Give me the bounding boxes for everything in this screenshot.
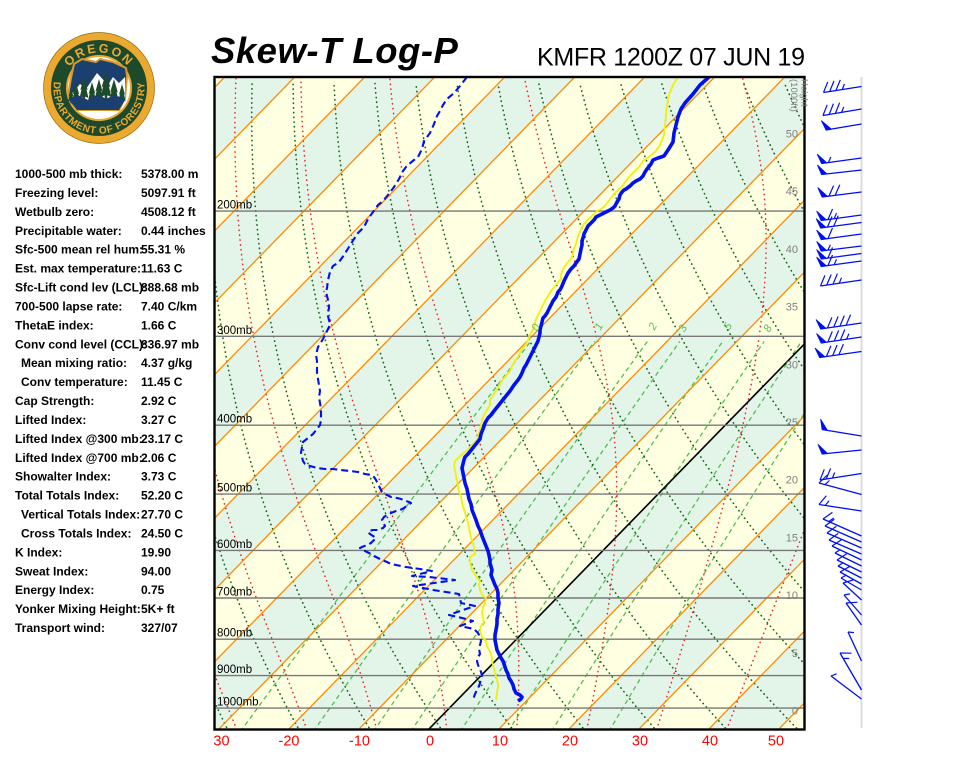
svg-text:5097.91 ft: 5097.91 ft xyxy=(141,186,196,200)
svg-text:327/07: 327/07 xyxy=(141,621,178,635)
svg-text:55.31 %: 55.31 % xyxy=(141,243,185,257)
svg-text:Lifted Index @300 mb:: Lifted Index @300 mb: xyxy=(15,432,143,446)
svg-text:Vertical Totals Index:: Vertical Totals Index: xyxy=(21,508,140,522)
svg-text:4.37 g/kg: 4.37 g/kg xyxy=(141,356,192,370)
svg-text:19.90: 19.90 xyxy=(141,545,171,559)
svg-text:-10: -10 xyxy=(349,734,370,750)
svg-text:Cross Totals Index:: Cross Totals Index: xyxy=(21,527,131,541)
svg-text:30: 30 xyxy=(213,734,229,750)
svg-text:3.73 C: 3.73 C xyxy=(141,470,177,484)
svg-text:0: 0 xyxy=(426,734,434,750)
svg-text:700-500 lapse rate:: 700-500 lapse rate: xyxy=(15,299,122,313)
svg-text:Lifted Index @700 mb:: Lifted Index @700 mb: xyxy=(15,451,143,465)
svg-text:94.00: 94.00 xyxy=(141,564,171,578)
svg-text:400mb: 400mb xyxy=(217,414,252,426)
svg-text:50: 50 xyxy=(768,734,784,750)
svg-text:-20: -20 xyxy=(279,734,300,750)
svg-text:Sfc-Lift cond lev (LCL):: Sfc-Lift cond lev (LCL): xyxy=(15,281,147,295)
svg-text:0.75: 0.75 xyxy=(141,583,165,597)
svg-text:7.40 C/km: 7.40 C/km xyxy=(141,299,197,313)
svg-text:20: 20 xyxy=(562,734,578,750)
svg-text:300mb: 300mb xyxy=(217,325,252,337)
svg-text:888.68 mb: 888.68 mb xyxy=(141,281,199,295)
svg-text:30: 30 xyxy=(786,359,798,371)
svg-text:5: 5 xyxy=(792,648,798,660)
svg-text:45: 45 xyxy=(786,186,798,198)
svg-text:900mb: 900mb xyxy=(217,664,252,676)
svg-text:24.50 C: 24.50 C xyxy=(141,527,183,541)
svg-text:27.70 C: 27.70 C xyxy=(141,508,183,522)
svg-text:ThetaE index:: ThetaE index: xyxy=(15,318,94,332)
svg-text:800mb: 800mb xyxy=(217,628,252,640)
svg-text:1: 1 xyxy=(593,321,606,332)
svg-text:Height: Height xyxy=(799,79,810,107)
svg-text:35: 35 xyxy=(786,302,798,314)
svg-text:2.92 C: 2.92 C xyxy=(141,394,177,408)
svg-text:52.20 C: 52.20 C xyxy=(141,489,183,503)
svg-text:11.63 C: 11.63 C xyxy=(141,262,183,276)
svg-text:0: 0 xyxy=(530,321,544,333)
svg-text:Conv cond level (CCL):: Conv cond level (CCL): xyxy=(15,337,147,351)
svg-text:Total Totals Index:: Total Totals Index: xyxy=(15,489,119,503)
svg-text:30: 30 xyxy=(632,734,648,750)
svg-text:Energy Index:: Energy Index: xyxy=(15,583,94,597)
svg-text:Precipitable water:: Precipitable water: xyxy=(15,224,122,238)
svg-text:Est. max temperature:: Est. max temperature: xyxy=(15,262,141,276)
svg-text:5378.00 m: 5378.00 m xyxy=(141,167,198,181)
svg-text:40: 40 xyxy=(786,244,798,256)
svg-text:600mb: 600mb xyxy=(217,539,252,551)
svg-text:10: 10 xyxy=(492,734,508,750)
svg-text:700mb: 700mb xyxy=(217,587,252,599)
svg-text:Yonker Mixing Height:: Yonker Mixing Height: xyxy=(15,602,141,616)
svg-text:0: 0 xyxy=(792,706,798,718)
svg-text:836.97 mb: 836.97 mb xyxy=(141,337,199,351)
svg-text:(1000ft): (1000ft) xyxy=(788,79,799,112)
svg-text:Skew-T Log-P: Skew-T Log-P xyxy=(211,30,458,71)
svg-text:Transport wind:: Transport wind: xyxy=(15,621,105,635)
svg-text:Sweat Index:: Sweat Index: xyxy=(15,564,88,578)
svg-text:40: 40 xyxy=(702,734,718,750)
svg-text:200mb: 200mb xyxy=(217,200,252,212)
svg-text:Mean mixing ratio:: Mean mixing ratio: xyxy=(21,356,127,370)
svg-text:3: 3 xyxy=(677,322,691,334)
svg-text:11.45 C: 11.45 C xyxy=(141,375,183,389)
svg-text:8: 8 xyxy=(762,322,776,334)
svg-text:2.06 C: 2.06 C xyxy=(141,451,177,465)
svg-text:0.44 inches: 0.44 inches xyxy=(141,224,206,238)
svg-text:Sfc-500 mean rel hum:: Sfc-500 mean rel hum: xyxy=(15,243,143,257)
svg-text:3.27 C: 3.27 C xyxy=(141,413,177,427)
svg-text:2: 2 xyxy=(646,321,660,333)
svg-text:10: 10 xyxy=(786,590,798,602)
svg-text:1.66 C: 1.66 C xyxy=(141,318,177,332)
svg-text:20: 20 xyxy=(786,475,798,487)
svg-text:KMFR 1200Z 07 JUN 19: KMFR 1200Z 07 JUN 19 xyxy=(537,44,805,72)
svg-text:K Index:: K Index: xyxy=(15,545,62,559)
svg-text:1000mb: 1000mb xyxy=(217,697,259,709)
svg-text:5K+ ft: 5K+ ft xyxy=(141,602,175,616)
svg-text:500mb: 500mb xyxy=(217,483,252,495)
svg-text:Conv temperature:: Conv temperature: xyxy=(21,375,128,389)
svg-text:Freezing level:: Freezing level: xyxy=(15,186,98,200)
svg-text:23.17 C: 23.17 C xyxy=(141,432,183,446)
svg-text:Wetbulb zero:: Wetbulb zero: xyxy=(15,205,94,219)
svg-text:25: 25 xyxy=(786,417,798,429)
svg-text:50: 50 xyxy=(786,129,798,141)
svg-text:5: 5 xyxy=(722,320,736,332)
svg-text:Cap Strength:: Cap Strength: xyxy=(15,394,94,408)
svg-text:15: 15 xyxy=(786,532,798,544)
svg-text:4508.12 ft: 4508.12 ft xyxy=(141,205,196,219)
svg-text:Lifted Index:: Lifted Index: xyxy=(15,413,86,427)
svg-text:1000-500 mb thick:: 1000-500 mb thick: xyxy=(15,167,122,181)
svg-text:Showalter Index:: Showalter Index: xyxy=(15,470,111,484)
